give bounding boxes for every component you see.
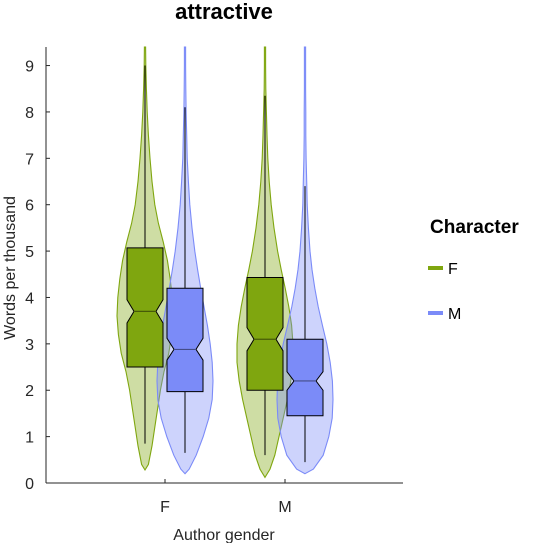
- y-tick-label: 5: [25, 244, 34, 261]
- y-tick-label: 6: [25, 198, 34, 215]
- y-tick-label: 3: [25, 337, 34, 354]
- y-tick-label: 8: [25, 105, 34, 122]
- x-tick-label: M: [278, 499, 291, 516]
- box-f-m: [246, 277, 284, 391]
- axes-layer: 0 1 2 3 4 5 6 7 8 9 F M: [25, 47, 403, 516]
- y-tick-label: 1: [25, 430, 34, 447]
- y-tick-label: 2: [25, 383, 34, 400]
- y-tick-label: 0: [25, 476, 34, 493]
- box-f-f: [126, 247, 164, 368]
- box-m-m: [286, 338, 324, 417]
- x-tick-label: F: [160, 499, 170, 516]
- y-tick-label: 7: [25, 151, 34, 168]
- y-tick-label: 9: [25, 59, 34, 76]
- x-axis-label: Author gender: [173, 527, 275, 543]
- y-tick-label: 4: [25, 290, 34, 307]
- legend-label-m: M: [448, 306, 461, 323]
- box-m-f: [166, 287, 204, 393]
- box-layer: [126, 65, 324, 463]
- legend-title: Character: [430, 217, 519, 238]
- legend: Character F M: [428, 217, 519, 323]
- legend-label-f: F: [448, 261, 458, 278]
- chart-title: attractive: [175, 0, 273, 24]
- y-axis-label: Words per thousand: [2, 196, 19, 340]
